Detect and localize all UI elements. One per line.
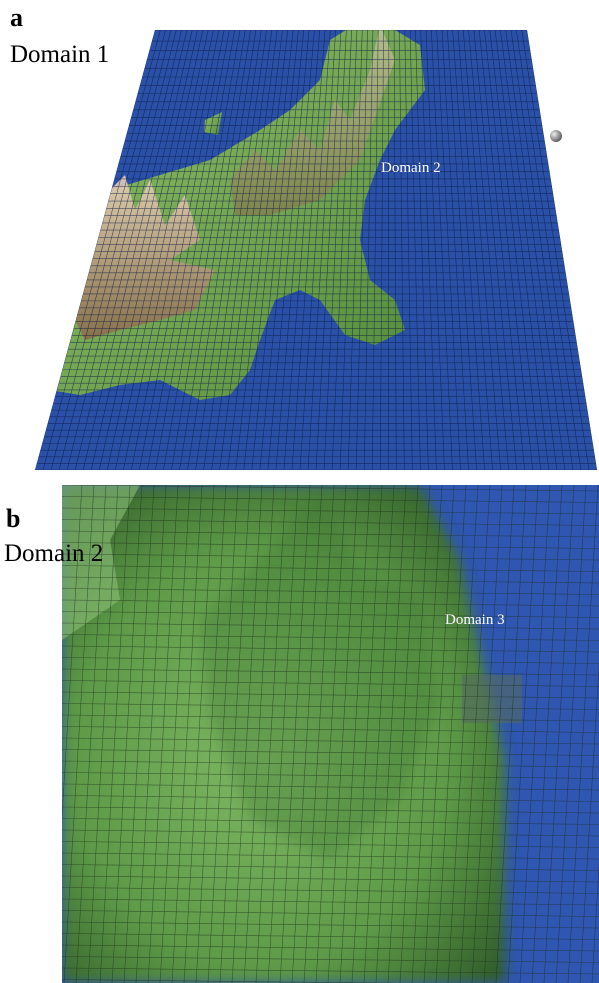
panel-letter: a: [10, 3, 23, 32]
domain-label: Domain 2: [381, 160, 441, 176]
panel-title: Domain 1: [10, 41, 109, 68]
figure: a Domain 1 Domain 2 b Domain 2 Domain 3: [0, 0, 599, 983]
panel-title: Domain 2: [4, 540, 103, 567]
sphere-marker: [550, 130, 562, 142]
page: a Domain 1 Domain 2 b Domain 2 Domain 3 …: [0, 0, 599, 983]
panel-letter: b: [6, 504, 20, 533]
domain-label: Domain 3: [445, 612, 505, 628]
panel-a: a Domain 1 Domain 2: [10, 3, 597, 470]
panel-b: [52, 485, 599, 983]
